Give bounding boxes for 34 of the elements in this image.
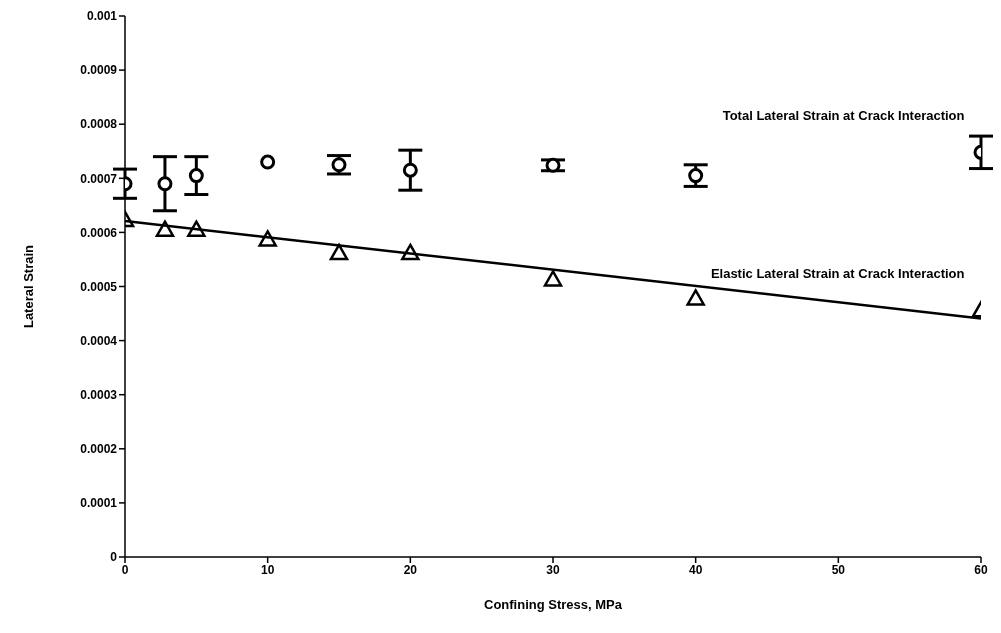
x-axis-title: Confining Stress, MPa [484,597,623,612]
x-tick-label: 50 [831,562,846,577]
y-tick-label: 0.0003 [80,387,118,402]
x-tick-label: 0 [121,562,129,577]
point [686,289,705,306]
x-tick-label: 40 [688,562,703,577]
point [543,270,563,287]
point [688,168,704,184]
x-tick-label: 10 [260,562,275,577]
point [402,162,418,178]
point [188,168,204,184]
y-tick-label: 0.001 [86,9,118,24]
point [187,220,206,237]
point [329,243,349,261]
y-tick-label: 0.0005 [80,279,118,294]
y-tick-label: 0.0009 [80,63,118,78]
x-tick-label: 20 [403,562,418,577]
point [260,154,276,170]
point [258,230,277,247]
y-tick-label: 0.0008 [80,117,118,132]
y-tick-label: 0.0006 [80,225,118,240]
point [157,176,173,192]
x-tick-label: 60 [974,562,988,577]
text: Total Lateral Strain at Crack Interaction [722,107,965,123]
y-tick-label: 0.0001 [80,496,118,511]
point [155,220,175,237]
x-tick-label: 30 [546,562,560,577]
y-axis-title: Lateral Strain [20,244,36,329]
y-tick-label: 0.0004 [80,333,118,348]
y-tick-label: 0.0002 [80,442,118,457]
point [401,243,420,261]
y-tick-label: 0 [110,550,118,565]
series-label: Elastic Lateral Strain at Crack Interaction [710,265,965,281]
y-tick-label: 0.0007 [80,171,118,186]
